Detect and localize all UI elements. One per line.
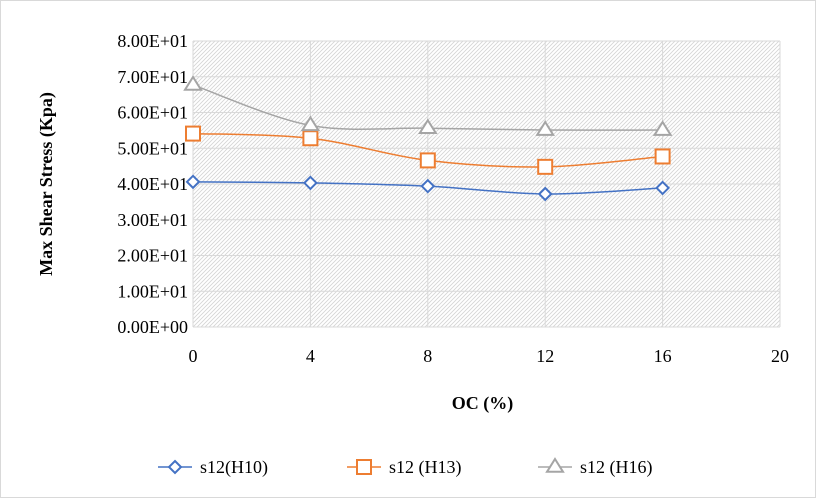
y-tick-label: 5.00E+01 <box>117 138 188 158</box>
y-tick-label: 0.00E+00 <box>117 317 188 337</box>
legend-item: s12 (H13) <box>347 457 462 478</box>
legend-label: s12 (H13) <box>389 457 462 478</box>
data-point-marker <box>652 120 673 136</box>
legend-marker <box>167 459 183 475</box>
x-tick-label: 16 <box>654 346 672 366</box>
x-tick-label: 20 <box>771 346 789 366</box>
x-tick-label: 8 <box>423 346 432 366</box>
legend: s12(H10) s12 (H13) s12 (H16) <box>158 457 653 478</box>
x-tick-label: 0 <box>189 346 198 366</box>
y-tick-label: 7.00E+01 <box>117 67 188 87</box>
data-point-marker <box>183 75 203 91</box>
data-point-marker <box>419 152 436 169</box>
series-1 <box>185 174 671 202</box>
data-point-marker <box>654 148 671 165</box>
series-layer <box>183 75 673 202</box>
data-point-marker <box>185 174 201 190</box>
legend-label: s12(H10) <box>200 457 268 478</box>
y-tick-label: 8.00E+01 <box>117 31 188 51</box>
data-point-marker <box>302 175 318 191</box>
y-axis-tick-labels: 0.00E+00 1.00E+01 2.00E+01 3.00E+01 4.00E+01… <box>117 31 188 337</box>
legend-item: s12 (H16) <box>538 457 653 478</box>
data-point-marker <box>655 180 671 196</box>
y-tick-label: 1.00E+01 <box>117 281 188 301</box>
series-3 <box>183 75 673 136</box>
data-point-marker <box>537 186 553 202</box>
legend-label: s12 (H16) <box>580 457 653 478</box>
data-point-marker <box>300 115 321 132</box>
data-point-marker <box>535 120 556 136</box>
y-tick-label: 2.00E+01 <box>117 246 188 266</box>
legend-marker <box>545 457 565 473</box>
legend-marker <box>356 459 372 475</box>
y-axis-title: Max Shear Stress (Kpa) <box>36 92 57 276</box>
x-axis-tick-labels: 0 4 8 12 16 20 <box>189 346 790 366</box>
data-point-marker <box>185 125 201 142</box>
data-point-marker <box>420 178 436 194</box>
y-tick-label: 3.00E+01 <box>117 210 188 230</box>
x-tick-label: 4 <box>306 346 315 366</box>
x-axis-title: OC (%) <box>452 393 514 414</box>
data-point-marker <box>302 130 319 147</box>
data-point-marker <box>417 118 438 135</box>
y-tick-label: 4.00E+01 <box>117 174 188 194</box>
y-tick-label: 6.00E+01 <box>117 103 188 123</box>
legend-item: s12(H10) <box>158 457 268 478</box>
data-point-marker <box>537 158 554 175</box>
x-tick-label: 12 <box>536 346 554 366</box>
series-2 <box>185 125 671 175</box>
